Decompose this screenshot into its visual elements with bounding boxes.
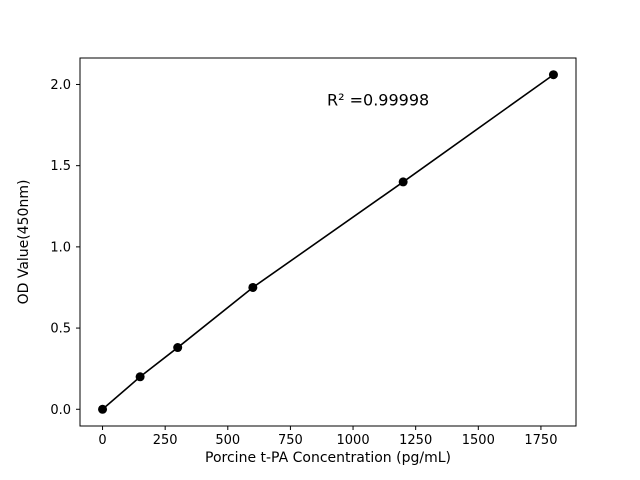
- x-tick-label: 1500: [462, 433, 495, 448]
- data-point: [548, 70, 558, 80]
- y-tick-label: 0.5: [50, 322, 71, 337]
- y-tick-label: 1.5: [50, 159, 71, 174]
- x-tick-label: 1000: [337, 433, 370, 448]
- data-point: [248, 282, 258, 292]
- r-squared-annotation: R² =0.99998: [327, 91, 429, 110]
- plot-area: [80, 58, 576, 426]
- x-tick-label: 750: [278, 433, 303, 448]
- x-axis-label: Porcine t-PA Concentration (pg/mL): [205, 450, 451, 466]
- y-tick-label: 1.0: [50, 240, 71, 255]
- data-point: [98, 404, 108, 414]
- x-tick-label: 0: [98, 433, 106, 448]
- data-point: [135, 372, 145, 382]
- x-tick-label: 500: [215, 433, 240, 448]
- data-point: [398, 177, 408, 187]
- trend-line: [102, 74, 554, 410]
- x-tick-label: 250: [153, 433, 178, 448]
- axes-spines: [79, 57, 577, 427]
- x-tick-label: 1250: [399, 433, 432, 448]
- data-point: [173, 343, 183, 353]
- y-tick-label: 0.0: [50, 403, 71, 418]
- y-axis-label: OD Value(450nm): [16, 180, 32, 305]
- y-tick-label: 2.0: [50, 78, 71, 93]
- x-tick-label: 1750: [524, 433, 557, 448]
